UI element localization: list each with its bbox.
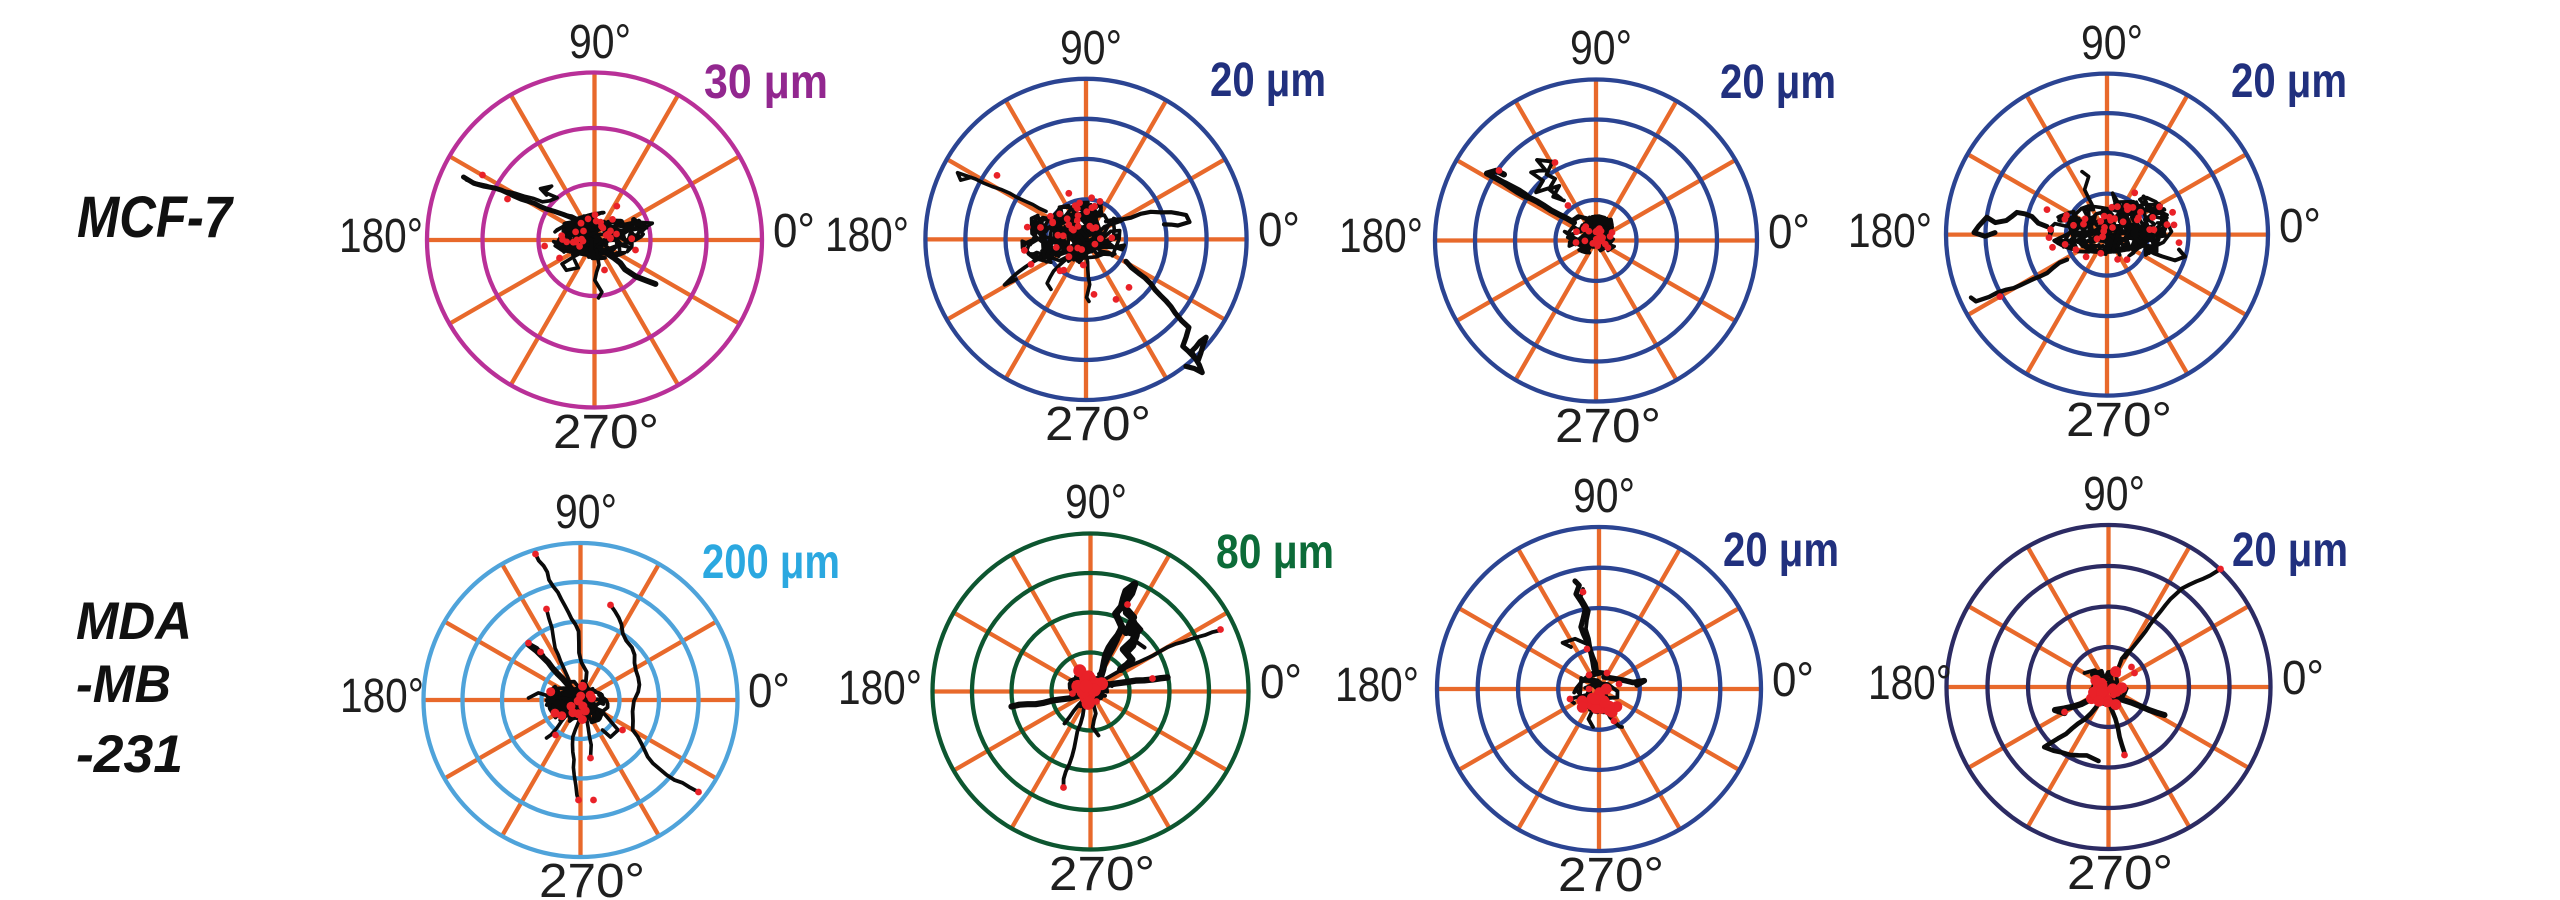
- svg-text:270°: 270°: [1555, 400, 1661, 453]
- svg-text:80 μm: 80 μm: [1216, 526, 1334, 579]
- svg-text:-MB: -MB: [76, 655, 171, 714]
- svg-text:180°: 180°: [1339, 210, 1423, 263]
- svg-text:90°: 90°: [1570, 22, 1632, 75]
- svg-text:0°: 0°: [1260, 656, 1302, 709]
- svg-text:90°: 90°: [1573, 470, 1635, 523]
- svg-text:270°: 270°: [1558, 849, 1664, 900]
- svg-text:0°: 0°: [2279, 200, 2321, 253]
- svg-text:20 μm: 20 μm: [1210, 54, 1326, 107]
- svg-text:0°: 0°: [1258, 204, 1300, 257]
- svg-text:20 μm: 20 μm: [1720, 56, 1836, 109]
- svg-text:0°: 0°: [1768, 206, 1810, 259]
- svg-text:-231: -231: [76, 725, 183, 784]
- svg-text:200 μm: 200 μm: [702, 536, 840, 589]
- svg-text:MDA: MDA: [76, 592, 192, 651]
- svg-text:180°: 180°: [825, 209, 909, 262]
- svg-text:20 μm: 20 μm: [1723, 524, 1839, 577]
- svg-text:90°: 90°: [555, 486, 617, 539]
- svg-text:90°: 90°: [569, 16, 631, 69]
- svg-text:90°: 90°: [1060, 22, 1122, 75]
- svg-text:270°: 270°: [2067, 847, 2173, 900]
- svg-text:180°: 180°: [838, 662, 922, 715]
- svg-text:90°: 90°: [1065, 476, 1127, 529]
- svg-text:270°: 270°: [2066, 394, 2172, 447]
- svg-text:270°: 270°: [539, 855, 645, 900]
- svg-text:270°: 270°: [1045, 398, 1151, 451]
- svg-text:0°: 0°: [748, 665, 790, 718]
- svg-text:270°: 270°: [553, 406, 659, 459]
- svg-text:270°: 270°: [1049, 848, 1155, 900]
- svg-text:30 μm: 30 μm: [704, 56, 828, 109]
- svg-text:180°: 180°: [340, 670, 424, 723]
- svg-text:180°: 180°: [339, 210, 423, 263]
- svg-text:20 μm: 20 μm: [2232, 524, 2348, 577]
- svg-text:90°: 90°: [2083, 468, 2145, 521]
- svg-text:90°: 90°: [2081, 17, 2143, 70]
- svg-text:180°: 180°: [1868, 657, 1952, 710]
- svg-text:180°: 180°: [1848, 205, 1932, 258]
- svg-text:0°: 0°: [2282, 652, 2324, 705]
- svg-text:MCF-7: MCF-7: [77, 185, 234, 250]
- svg-text:0°: 0°: [1772, 654, 1814, 707]
- svg-text:0°: 0°: [773, 205, 815, 258]
- svg-text:20 μm: 20 μm: [2231, 55, 2347, 108]
- svg-text:180°: 180°: [1335, 659, 1419, 712]
